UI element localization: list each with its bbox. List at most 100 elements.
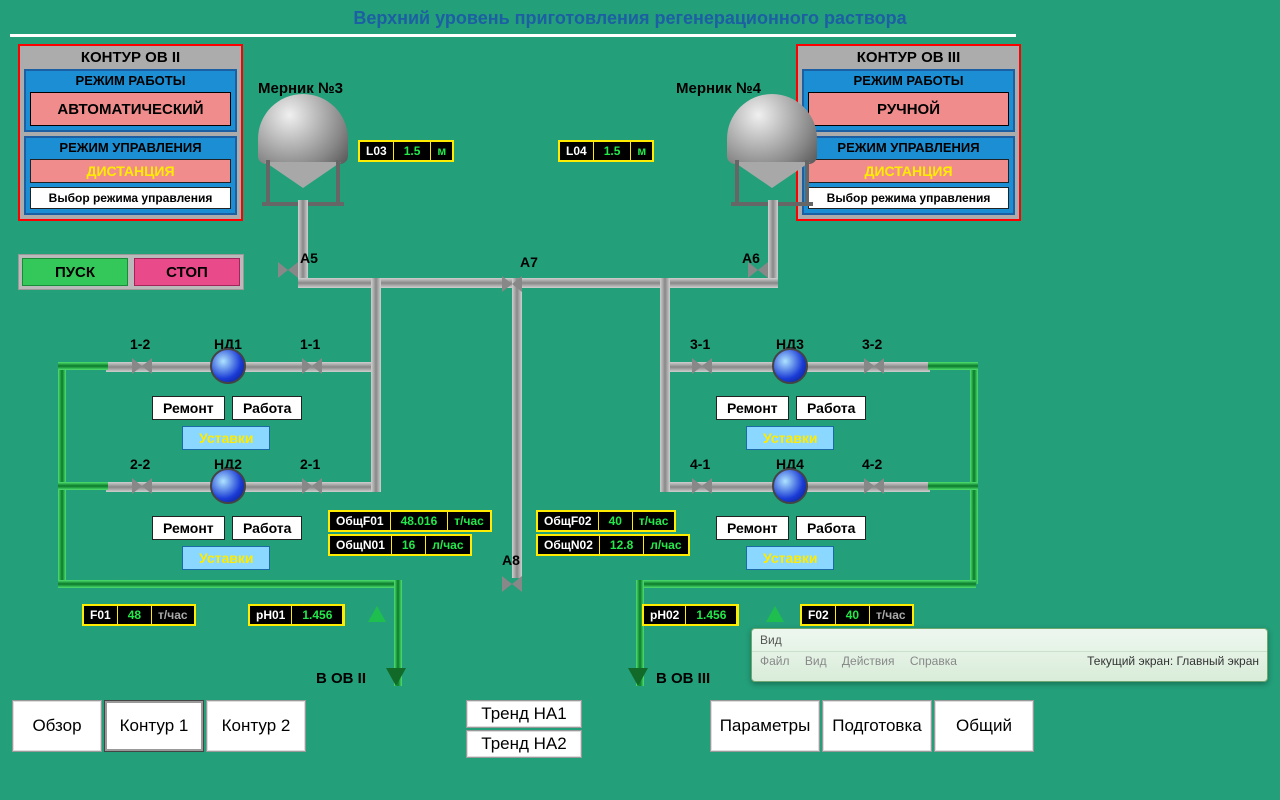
out-right-arrow-icon [628,668,648,686]
ind-pH01-val: 1.456 [292,606,343,624]
nd1-setpoints-button[interactable]: Уставки [182,426,270,450]
nd3-repair-button[interactable]: Ремонт [716,396,789,420]
ind-OF01: ОбщF01 48.016 т/час [328,510,492,532]
nd1-repair-button[interactable]: Ремонт [152,396,225,420]
nav-prep-button[interactable]: Подготовка [822,700,932,752]
nav-kontur2-button[interactable]: Контур 2 [206,700,306,752]
ctx-menu-actions[interactable]: Действия [842,654,895,668]
valve-a5-icon[interactable] [276,258,300,282]
cp2-header: КОНТУР ОВ II [20,46,241,69]
valve-a5-label: А5 [300,250,318,266]
ctx-menu-file[interactable]: Файл [760,654,790,668]
ind-ON02: ОбщN02 12.8 л/час [536,534,690,556]
nd4-setpoints-button[interactable]: Уставки [746,546,834,570]
cp3-ctrl-block: РЕЖИМ УПРАВЛЕНИЯ ДИСТАНЦИЯ Выбор режима … [802,136,1015,215]
cp2-ctrl-select-button[interactable]: Выбор режима управления [30,187,231,209]
nd1-work-button[interactable]: Работа [232,396,302,420]
valve-32-label: 3-2 [862,336,882,352]
cp3-mode-value[interactable]: РУЧНОЙ [808,92,1009,126]
pipe [371,278,381,492]
ctx-menu-help[interactable]: Справка [910,654,957,668]
nd2-repair-button[interactable]: Ремонт [152,516,225,540]
valve-22-icon[interactable] [130,474,154,498]
pipe-green [58,362,108,370]
nav-overview-button[interactable]: Обзор [12,700,102,752]
ph02-arrow-icon [766,606,784,622]
valve-41-icon[interactable] [690,474,714,498]
ind-L04-val: 1.5 [594,142,632,160]
valve-41-label: 4-1 [690,456,710,472]
ctx-status: Текущий экран: Главный экран [1087,654,1259,668]
valve-11-label: 1-1 [300,336,320,352]
nav-kontur1-button[interactable]: Контур 1 [104,700,204,752]
pipe-green [970,362,978,584]
title-divider [10,34,1016,37]
nav-params-button[interactable]: Параметры [710,700,820,752]
valve-a7-label: А7 [520,254,538,270]
nd2-work-button[interactable]: Работа [232,516,302,540]
ind-ON01-unit: л/час [426,536,469,554]
cp3-header: КОНТУР ОВ III [798,46,1019,69]
ind-pH01: pH01 1.456 [248,604,345,626]
valve-32-icon[interactable] [862,354,886,378]
ind-OF01-val: 48.016 [391,512,449,530]
cp2-mode-value[interactable]: АВТОМАТИЧЕСКИЙ [30,92,231,126]
control-panel-ov2: КОНТУР ОВ II РЕЖИМ РАБОТЫ АВТОМАТИЧЕСКИЙ… [18,44,243,221]
ind-F01-unit: т/час [152,606,194,624]
nav-all-button[interactable]: Общий [934,700,1034,752]
valve-31-icon[interactable] [690,354,714,378]
nd3-work-button[interactable]: Работа [796,396,866,420]
valve-21-icon[interactable] [300,474,324,498]
valve-31-label: 3-1 [690,336,710,352]
start-button[interactable]: ПУСК [22,258,128,286]
pump-nd3-icon[interactable] [772,348,808,384]
ind-L04-unit: м [631,142,652,160]
ind-pH01-tag: pH01 [250,606,292,624]
ctx-menu[interactable]: Файл Вид Действия Справка [760,654,969,668]
pump-nd2-icon[interactable] [210,468,246,504]
pipe-green [58,362,66,584]
nd4-repair-button[interactable]: Ремонт [716,516,789,540]
ind-L03: L03 1.5 м [358,140,454,162]
nav-trend1-button[interactable]: Тренд НА1 [466,700,582,728]
ind-OF02: ОбщF02 40 т/час [536,510,676,532]
ind-OF01-unit: т/час [448,512,490,530]
pipe [298,278,778,288]
valve-42-icon[interactable] [862,474,886,498]
ctx-menu-view[interactable]: Вид [805,654,827,668]
valve-21-label: 2-1 [300,456,320,472]
cp3-ctrl-title: РЕЖИМ УПРАВЛЕНИЯ [804,138,1013,157]
ind-OF02-val: 40 [599,512,633,530]
ind-F02-val: 40 [836,606,870,624]
ind-ON01-tag: ОбщN01 [330,536,392,554]
ind-L03-unit: м [431,142,452,160]
valve-a8-label: А8 [502,552,520,568]
nd2-setpoints-button[interactable]: Уставки [182,546,270,570]
pipe [512,278,522,578]
cp2-ctrl-title: РЕЖИМ УПРАВЛЕНИЯ [26,138,235,157]
nd4-work-button[interactable]: Работа [796,516,866,540]
pipe-green [928,362,978,370]
pipe-green [58,580,398,588]
ind-L03-tag: L03 [360,142,394,160]
pipe [660,278,670,492]
cp3-ctrl-select-button[interactable]: Выбор режима управления [808,187,1009,209]
pipe-green [58,482,108,490]
stop-button[interactable]: СТОП [134,258,240,286]
valve-a8-icon[interactable] [500,572,524,596]
ind-ON01-val: 16 [392,536,426,554]
ind-OF02-tag: ОбщF02 [538,512,599,530]
nd3-setpoints-button[interactable]: Уставки [746,426,834,450]
cp2-mode-title: РЕЖИМ РАБОТЫ [26,71,235,90]
start-stop-panel: ПУСК СТОП [18,254,244,290]
valve-42-label: 4-2 [862,456,882,472]
context-window[interactable]: Вид Файл Вид Действия Справка Текущий эк… [751,628,1268,682]
ind-OF02-unit: т/час [633,512,675,530]
nav-trend2-button[interactable]: Тренд НА2 [466,730,582,758]
valve-a6-icon[interactable] [746,258,770,282]
valve-12-icon[interactable] [130,354,154,378]
pump-nd4-icon[interactable] [772,468,808,504]
valve-11-icon[interactable] [300,354,324,378]
pump-nd1-icon[interactable] [210,348,246,384]
valve-a7-icon[interactable] [500,272,524,296]
